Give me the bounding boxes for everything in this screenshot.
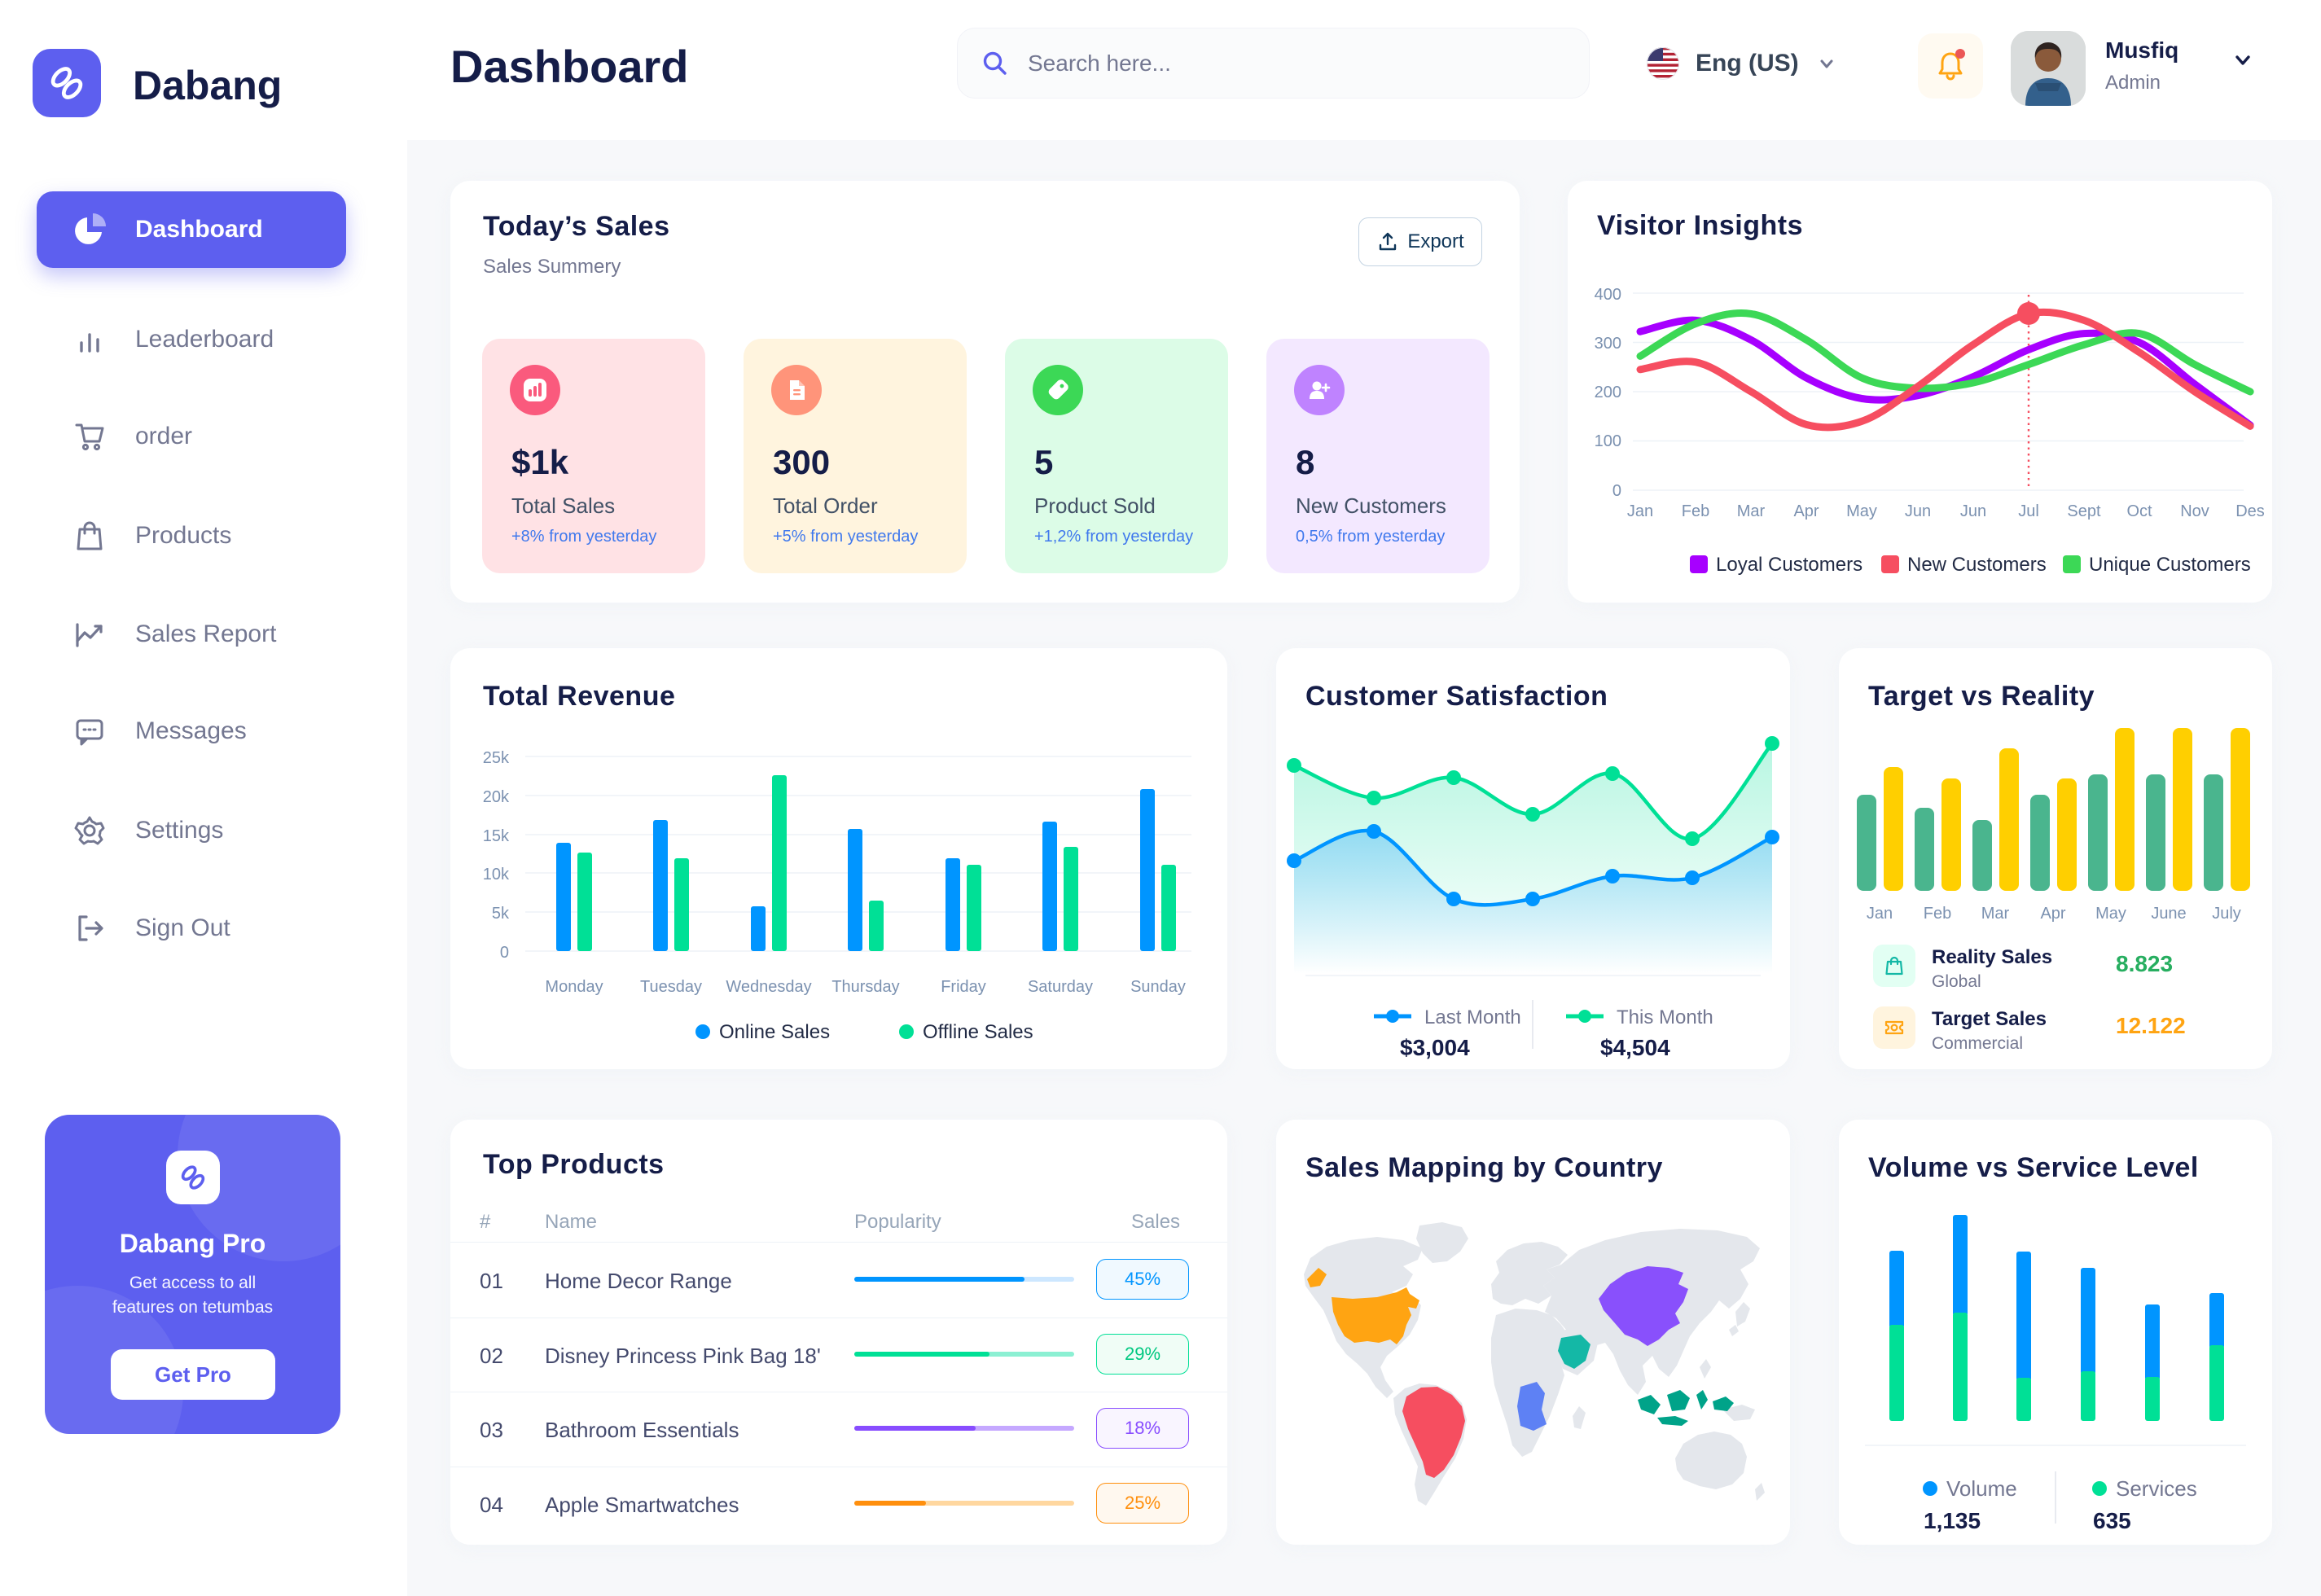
svg-text:June: June bbox=[2151, 905, 2186, 923]
svg-text:Unique Customers: Unique Customers bbox=[2089, 554, 2251, 576]
svg-text:July: July bbox=[2212, 905, 2241, 923]
svg-text:Last Month: Last Month bbox=[1424, 1006, 1521, 1028]
svg-text:Wednesday: Wednesday bbox=[726, 978, 811, 996]
svg-text:5k: 5k bbox=[492, 905, 510, 923]
svg-text:Saturday: Saturday bbox=[1028, 978, 1093, 996]
svg-text:Apr: Apr bbox=[1793, 502, 1819, 520]
svg-text:Jun: Jun bbox=[1960, 502, 1986, 520]
svg-text:200: 200 bbox=[1595, 384, 1621, 401]
svg-text:Oct: Oct bbox=[2126, 502, 2152, 520]
svg-text:Sunday: Sunday bbox=[1130, 978, 1186, 996]
svg-text:$3,004: $3,004 bbox=[1400, 1035, 1470, 1060]
svg-text:Feb: Feb bbox=[1682, 502, 1709, 520]
svg-text:$4,504: $4,504 bbox=[1600, 1035, 1670, 1060]
svg-text:Feb: Feb bbox=[1924, 905, 1951, 923]
svg-text:25k: 25k bbox=[483, 749, 510, 767]
svg-text:Online Sales: Online Sales bbox=[719, 1021, 830, 1043]
svg-text:May: May bbox=[2095, 905, 2126, 923]
svg-text:400: 400 bbox=[1595, 286, 1621, 304]
svg-text:10k: 10k bbox=[483, 866, 510, 884]
svg-text:Nov: Nov bbox=[2180, 502, 2209, 520]
svg-text:0: 0 bbox=[500, 944, 509, 962]
svg-text:100: 100 bbox=[1595, 432, 1621, 450]
svg-text:20k: 20k bbox=[483, 788, 510, 806]
svg-text:Jan: Jan bbox=[1867, 905, 1893, 923]
svg-text:This Month: This Month bbox=[1617, 1006, 1713, 1028]
svg-text:Thursday: Thursday bbox=[831, 978, 899, 996]
svg-text:Friday: Friday bbox=[941, 978, 986, 996]
svg-text:Tuesday: Tuesday bbox=[640, 978, 702, 996]
svg-text:1,135: 1,135 bbox=[1924, 1508, 1981, 1533]
svg-text:May: May bbox=[1846, 502, 1877, 520]
svg-text:Jun: Jun bbox=[1905, 502, 1931, 520]
svg-text:Jul: Jul bbox=[2018, 502, 2039, 520]
svg-text:Offline Sales: Offline Sales bbox=[923, 1021, 1033, 1043]
svg-text:Apr: Apr bbox=[2040, 905, 2065, 923]
svg-text:Volume: Volume bbox=[1946, 1476, 2017, 1501]
svg-text:15k: 15k bbox=[483, 827, 510, 845]
svg-text:Loyal Customers: Loyal Customers bbox=[1716, 554, 1863, 576]
svg-text:Monday: Monday bbox=[545, 978, 603, 996]
svg-text:635: 635 bbox=[2093, 1508, 2131, 1533]
svg-text:300: 300 bbox=[1595, 335, 1621, 353]
svg-text:Services: Services bbox=[2116, 1476, 2197, 1501]
svg-text:Des: Des bbox=[2235, 502, 2265, 520]
svg-text:Mar: Mar bbox=[1981, 905, 2010, 923]
svg-text:New Customers: New Customers bbox=[1907, 554, 2047, 576]
svg-text:0: 0 bbox=[1612, 482, 1621, 500]
svg-text:Mar: Mar bbox=[1737, 502, 1766, 520]
svg-text:Jan: Jan bbox=[1627, 502, 1653, 520]
svg-text:Sept: Sept bbox=[2067, 502, 2101, 520]
